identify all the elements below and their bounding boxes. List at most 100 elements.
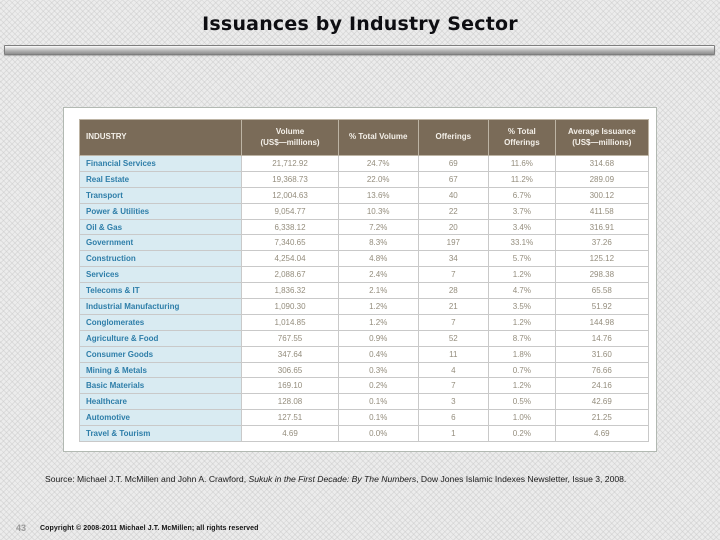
value-cell: 767.55 <box>241 329 339 347</box>
industry-cell: Government <box>78 234 243 252</box>
page-title: Issuances by Industry Sector <box>202 13 518 35</box>
value-cell: 8.7% <box>488 329 556 347</box>
value-cell: 0.2% <box>337 377 419 395</box>
industry-cell: Travel & Tourism <box>78 425 243 443</box>
value-cell: 24.7% <box>337 155 419 172</box>
column-header: INDUSTRY <box>78 119 243 156</box>
value-cell: 28 <box>417 282 490 300</box>
copyright-notice: Copyright © 2008-2011 Michael J.T. McMil… <box>40 525 259 532</box>
value-cell: 3.5% <box>488 298 556 315</box>
table-row: Industrial Manufacturing 1,090.30 1.2% 21 3.… <box>78 298 650 315</box>
industry-cell: Consumer Goods <box>78 345 243 363</box>
value-cell: 21.25 <box>554 409 650 427</box>
value-cell: 1.0% <box>488 409 556 427</box>
value-cell: 5.7% <box>488 250 556 268</box>
value-cell: 21,712.92 <box>241 155 339 172</box>
table-row: Real Estate 19,368.73 22.0% 67 11.2% 289.09 <box>78 170 650 188</box>
table-row: Automotive 127.51 0.1% 6 1.0% 21.25 <box>78 409 650 427</box>
value-cell: 169.10 <box>241 377 339 395</box>
value-cell: 0.0% <box>337 425 419 443</box>
value-cell: 21 <box>417 298 490 315</box>
table-row: Financial Services 21,712.92 24.7% 69 11.6% 3… <box>78 155 650 172</box>
industry-cell: Industrial Manufacturing <box>78 298 243 315</box>
table-row: Mining & Metals 306.65 0.3% 4 0.7% 76.66 <box>78 361 650 379</box>
value-cell: 12,004.63 <box>241 186 339 204</box>
table-row: Construction 4,254.04 4.8% 34 5.7% 125.12 <box>78 250 650 268</box>
page-number: 43 <box>16 523 27 533</box>
value-cell: 52 <box>417 329 490 347</box>
table-row: Conglomerates 1,014.85 1.2% 7 1.2% 144.98 <box>78 313 650 331</box>
table-body: Financial Services 21,712.92 24.7% 69 11.6% 3… <box>78 155 650 443</box>
value-cell: 22 <box>417 202 490 220</box>
value-cell: 144.98 <box>554 313 650 331</box>
value-cell: 22.0% <box>337 170 419 188</box>
industry-cell: Automotive <box>78 409 243 427</box>
value-cell: 7,340.65 <box>241 234 339 252</box>
column-header: Offerings <box>417 119 490 156</box>
value-cell: 4.69 <box>241 425 339 443</box>
industry-cell: Power & Utilities <box>78 202 243 220</box>
table-row: Healthcare 128.08 0.1% 3 0.5% 42.69 <box>78 393 650 411</box>
industry-cell: Basic Materials <box>78 377 243 395</box>
value-cell: 128.08 <box>241 393 339 411</box>
value-cell: 37.26 <box>554 234 650 252</box>
value-cell: 1,836.32 <box>241 282 339 300</box>
value-cell: 6.7% <box>488 186 556 204</box>
value-cell: 24.16 <box>554 377 650 395</box>
value-cell: 7 <box>417 313 490 331</box>
industry-cell: Mining & Metals <box>78 361 243 379</box>
value-cell: 2.4% <box>337 266 419 284</box>
value-cell: 9,054.77 <box>241 202 339 220</box>
table-row: Oil & Gas 6,338.12 7.2% 20 3.4% 316.91 <box>78 218 650 236</box>
value-cell: 76.66 <box>554 361 650 379</box>
value-cell: 1.2% <box>337 298 419 315</box>
table-row: Telecoms & IT 1,836.32 2.1% 28 4.7% 65.58 <box>78 282 650 300</box>
value-cell: 7 <box>417 266 490 284</box>
industry-cell: Construction <box>78 250 243 268</box>
value-cell: 11.2% <box>488 170 556 188</box>
value-cell: 4.69 <box>554 425 650 443</box>
value-cell: 1.8% <box>488 345 556 363</box>
value-cell: 67 <box>417 170 490 188</box>
table-row: Consumer Goods 347.64 0.4% 11 1.8% 31.60 <box>78 345 650 363</box>
value-cell: 0.4% <box>337 345 419 363</box>
column-header: Average Issuance (US$—millions) <box>554 119 650 156</box>
table-container: INDUSTRY Volume (US$—millions)% Total Vol… <box>63 107 657 452</box>
value-cell: 11.6% <box>488 155 556 172</box>
value-cell: 3 <box>417 393 490 411</box>
value-cell: 0.3% <box>337 361 419 379</box>
value-cell: 306.65 <box>241 361 339 379</box>
value-cell: 1.2% <box>488 377 556 395</box>
value-cell: 4.8% <box>337 250 419 268</box>
value-cell: 2.1% <box>337 282 419 300</box>
value-cell: 0.5% <box>488 393 556 411</box>
value-cell: 14.76 <box>554 329 650 347</box>
value-cell: 289.09 <box>554 170 650 188</box>
value-cell: 2,088.67 <box>241 266 339 284</box>
value-cell: 7 <box>417 377 490 395</box>
value-cell: 34 <box>417 250 490 268</box>
value-cell: 19,368.73 <box>241 170 339 188</box>
table-row: Government 7,340.65 8.3% 197 33.1% 37.26 <box>78 234 650 252</box>
value-cell: 0.1% <box>337 393 419 411</box>
value-cell: 65.58 <box>554 282 650 300</box>
table-row: Agriculture & Food 767.55 0.9% 52 8.7% 14.76 <box>78 329 650 347</box>
value-cell: 42.69 <box>554 393 650 411</box>
value-cell: 3.7% <box>488 202 556 220</box>
table-row: Services 2,088.67 2.4% 7 1.2% 298.38 <box>78 266 650 284</box>
value-cell: 1.2% <box>488 313 556 331</box>
table-row: Basic Materials 169.10 0.2% 7 1.2% 24.16 <box>78 377 650 395</box>
value-cell: 1,090.30 <box>241 298 339 315</box>
value-cell: 1 <box>417 425 490 443</box>
value-cell: 69 <box>417 155 490 172</box>
column-header: % Total Offerings <box>488 119 556 156</box>
value-cell: 4.7% <box>488 282 556 300</box>
value-cell: 314.68 <box>554 155 650 172</box>
industry-cell: Oil & Gas <box>78 218 243 236</box>
table-row: Travel & Tourism 4.69 0.0% 1 0.2% 4.69 <box>78 425 650 443</box>
value-cell: 1.2% <box>488 266 556 284</box>
value-cell: 33.1% <box>488 234 556 252</box>
table-row: Power & Utilities 9,054.77 10.3% 22 3.7% 411.… <box>78 202 650 220</box>
industry-cell: Agriculture & Food <box>78 329 243 347</box>
value-cell: 13.6% <box>337 186 419 204</box>
